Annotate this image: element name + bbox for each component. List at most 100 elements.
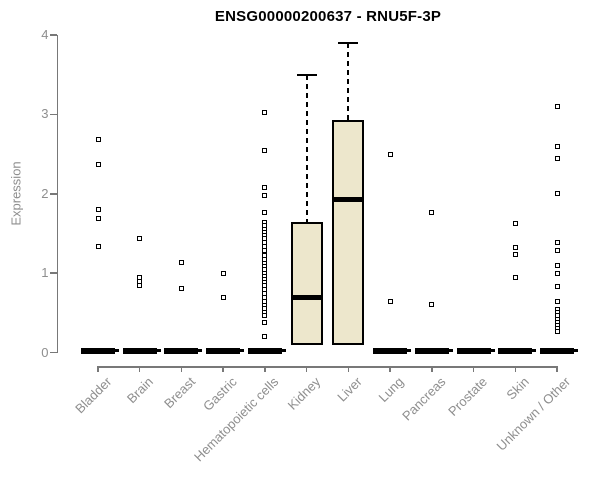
outlier-point — [262, 334, 268, 340]
outlier-point — [178, 285, 184, 291]
outlier-point — [512, 274, 518, 280]
zero-boxplot-stub — [156, 349, 161, 352]
zero-boxplot-bar — [540, 347, 574, 354]
outlier-point — [262, 184, 268, 190]
x-tick-label: Lung — [375, 374, 407, 406]
outlier-point — [95, 243, 101, 249]
zero-boxplot-stub — [532, 349, 537, 352]
outlier-point — [554, 262, 560, 268]
y-tick-label: 2 — [41, 185, 49, 201]
box — [332, 119, 365, 346]
x-axis-tick — [305, 366, 308, 372]
x-axis-tick — [472, 366, 475, 372]
x-tick-label: Liver — [334, 374, 365, 405]
zero-boxplot-stub — [115, 349, 119, 352]
zero-boxplot-stub — [448, 349, 453, 352]
zero-boxplot-bar — [164, 347, 199, 354]
x-axis-tick — [222, 366, 224, 372]
zero-boxplot-bar — [498, 347, 533, 354]
whisker-line — [305, 75, 308, 223]
zero-boxplot-bar — [206, 347, 241, 354]
y-tick-label: 3 — [41, 106, 49, 122]
x-axis-tick — [97, 366, 99, 372]
x-tick-label: Gastric — [200, 374, 240, 414]
outlier-point — [554, 247, 560, 253]
outlier-point — [178, 260, 184, 266]
whisker-cap — [296, 74, 317, 77]
whisker-line — [347, 42, 350, 120]
outlier-point — [554, 284, 560, 290]
outlier-point — [95, 215, 101, 221]
x-tick-label: Brain — [124, 374, 157, 407]
outlier-point — [512, 220, 518, 226]
zero-boxplot-stub — [574, 349, 578, 352]
outlier-point — [554, 271, 560, 277]
y-axis-tick — [50, 351, 57, 354]
outlier-point — [429, 301, 435, 307]
x-axis-tick — [556, 366, 558, 372]
median-line — [290, 295, 323, 301]
x-tick-label: Unknown / Other — [494, 374, 574, 454]
zero-boxplot-bar — [247, 347, 282, 354]
outlier-point — [554, 103, 560, 109]
outlier-point — [95, 161, 101, 167]
x-axis-tick — [389, 366, 391, 372]
x-axis-tick — [347, 366, 350, 372]
outlier-point — [554, 156, 560, 162]
x-axis-tick — [514, 366, 517, 372]
x-axis-line — [97, 366, 558, 368]
outlier-point — [220, 295, 226, 301]
outlier-point — [262, 312, 268, 318]
outlier-point — [512, 245, 518, 251]
x-tick-label: Skin — [503, 374, 532, 403]
outlier-point — [137, 282, 143, 288]
outlier-point — [262, 192, 268, 198]
y-tick-label: 0 — [41, 344, 49, 360]
y-axis-tick — [50, 34, 57, 36]
outlier-point — [554, 299, 560, 305]
zero-boxplot-bar — [373, 347, 408, 354]
x-tick-label: Kidney — [284, 374, 324, 413]
zero-boxplot-bar — [122, 347, 157, 354]
outlier-point — [387, 299, 393, 305]
zero-boxplot-stub — [198, 349, 203, 352]
median-line — [332, 196, 365, 202]
y-axis-line — [56, 35, 58, 353]
outlier-point — [137, 236, 143, 242]
outlier-point — [554, 329, 560, 335]
x-axis-tick — [264, 366, 266, 372]
x-axis-tick — [180, 366, 183, 372]
outlier-point — [387, 151, 393, 157]
x-axis-tick — [431, 366, 433, 372]
whisker-cap — [338, 41, 359, 44]
x-tick-label: Breast — [160, 374, 199, 412]
zero-boxplot-stub — [240, 349, 245, 352]
zero-boxplot-bar — [81, 347, 115, 354]
outlier-point — [95, 137, 101, 143]
outlier-point — [95, 207, 101, 213]
x-tick-label: Bladder — [72, 374, 115, 417]
outlier-point — [512, 251, 518, 257]
outlier-point — [429, 210, 435, 216]
y-axis-tick — [50, 193, 57, 195]
outlier-point — [220, 270, 226, 276]
outlier-point — [262, 319, 268, 325]
outlier-point — [554, 144, 560, 150]
outlier-point — [554, 191, 560, 197]
chart-title: ENSG00000200637 - RNU5F-3P — [214, 8, 442, 25]
zero-boxplot-stub — [281, 349, 286, 352]
zero-boxplot-bar — [414, 347, 449, 354]
outlier-point — [554, 239, 560, 245]
y-axis-tick — [50, 272, 57, 274]
outlier-point — [262, 210, 268, 216]
x-tick-label: Pancreas — [398, 374, 449, 424]
zero-boxplot-stub — [490, 349, 495, 352]
y-tick-label: 4 — [41, 27, 49, 42]
x-tick-label: Prostate — [445, 374, 491, 419]
outlier-point — [262, 147, 268, 153]
x-axis-tick — [138, 366, 141, 372]
zero-boxplot-stub — [407, 349, 412, 352]
y-axis-tick — [50, 113, 57, 116]
outlier-point — [262, 248, 268, 254]
